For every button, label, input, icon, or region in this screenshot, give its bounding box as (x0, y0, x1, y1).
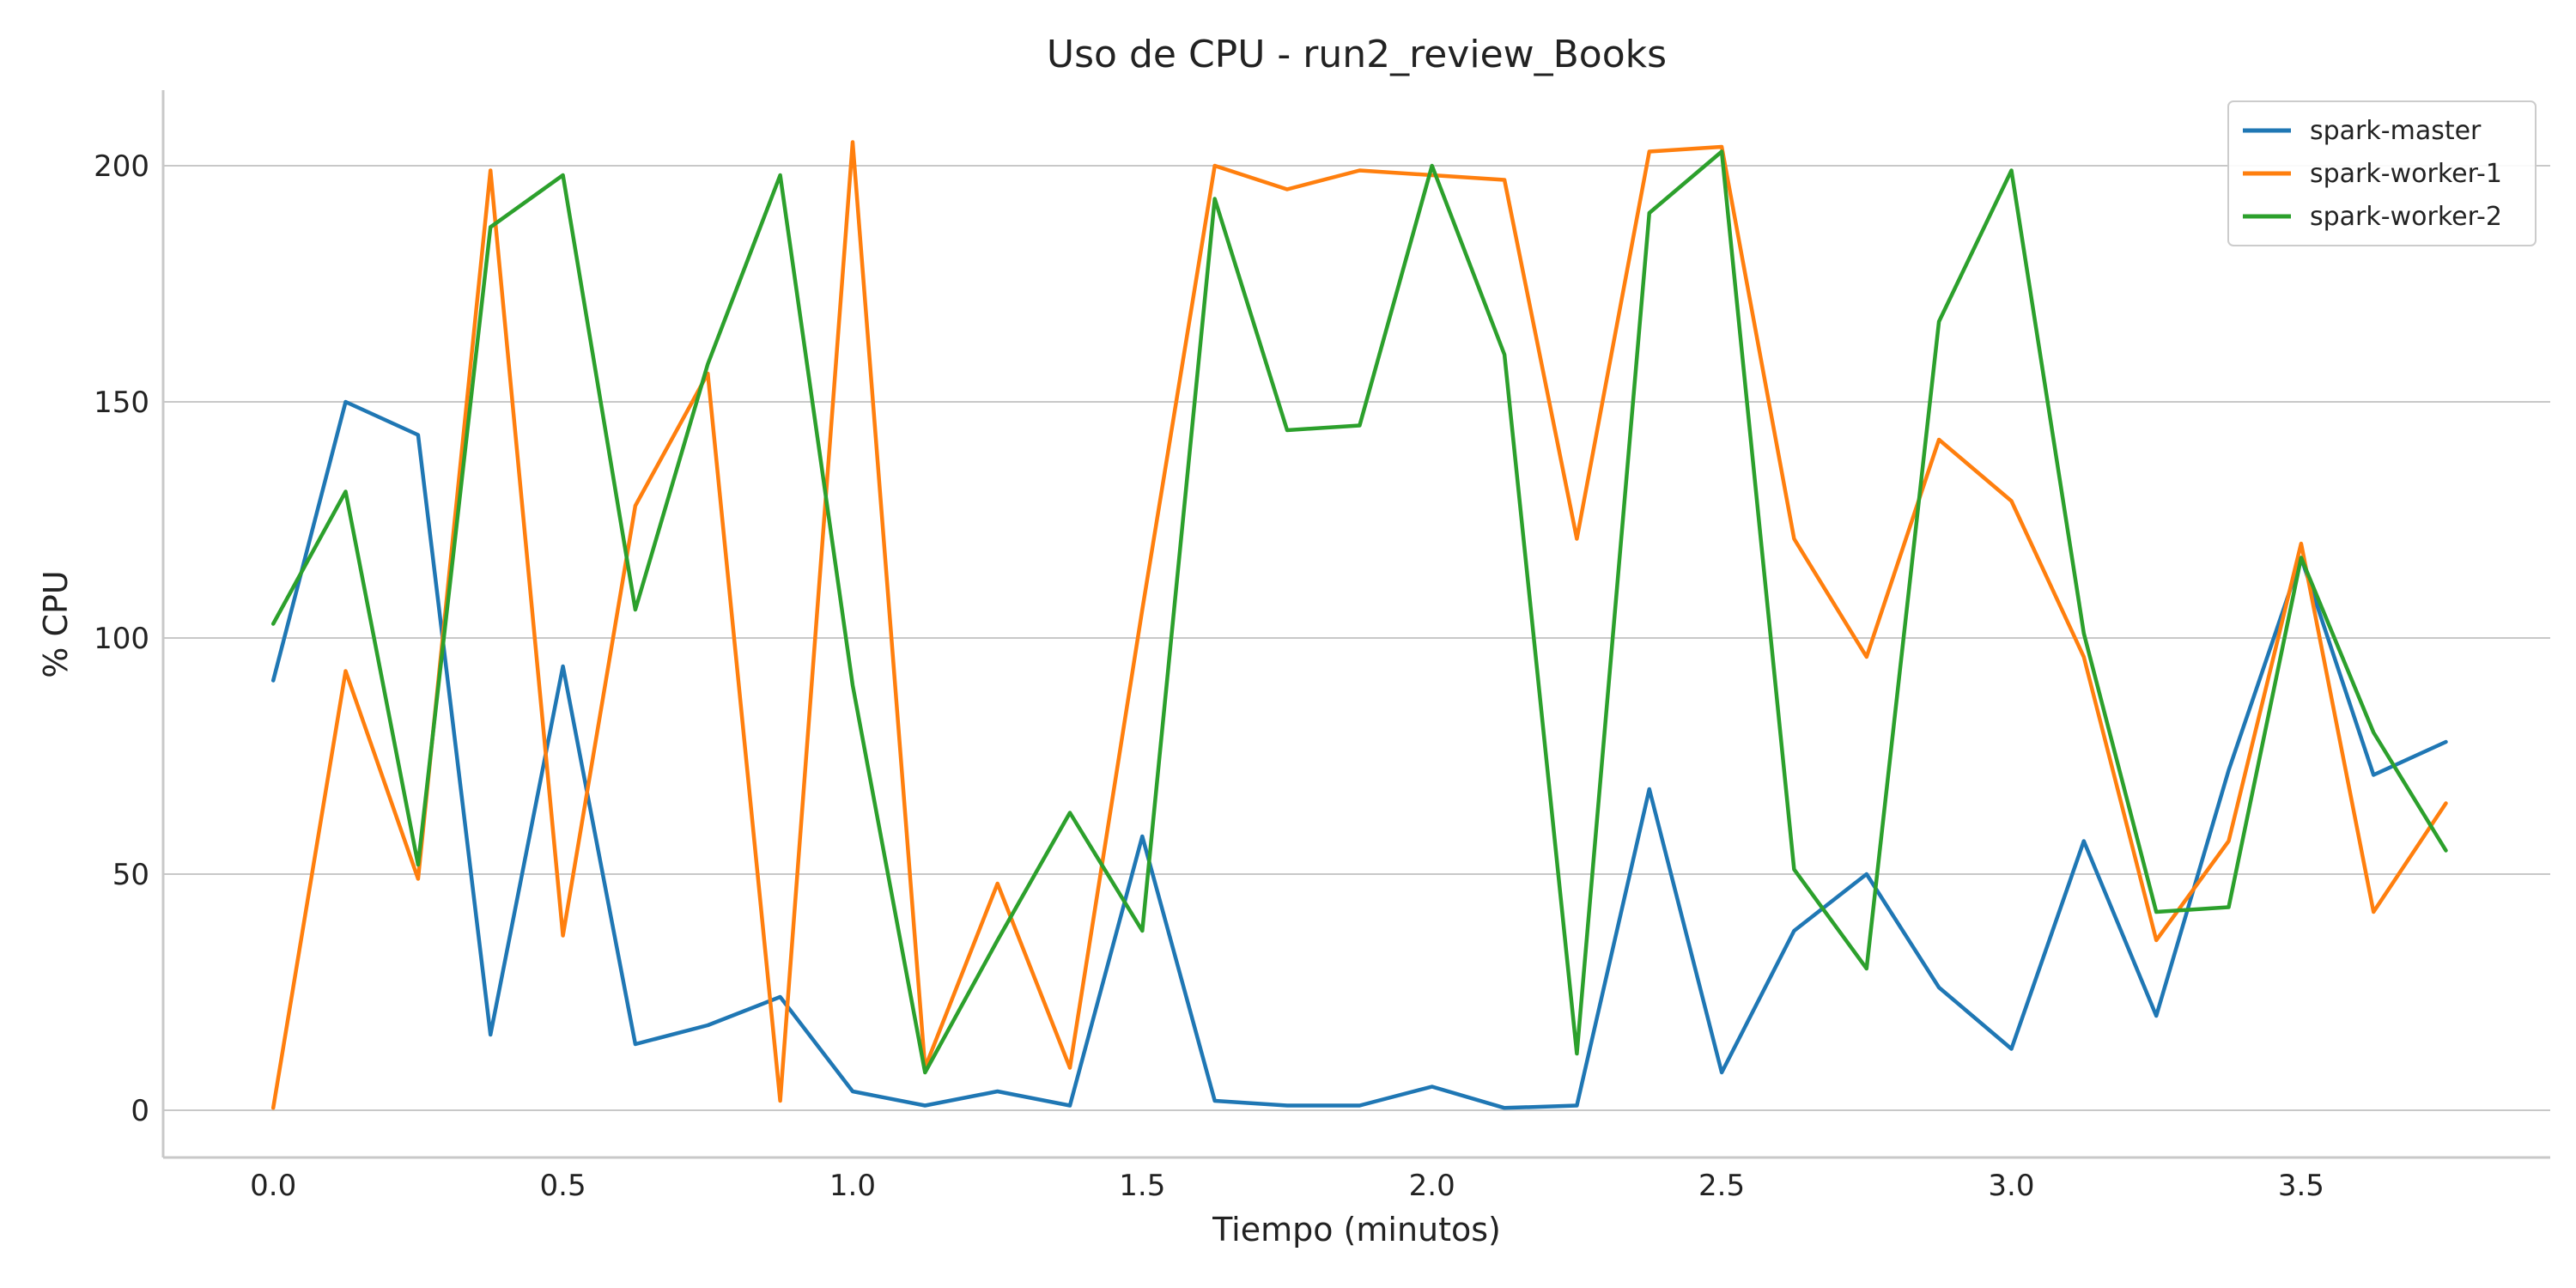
series-layer (270, 140, 2448, 1110)
y-axis-label: % CPU (37, 570, 75, 677)
legend-frame (2227, 100, 2537, 246)
x-tick-label: 3.5 (2278, 1169, 2324, 1203)
y-tick-label: 50 (112, 858, 149, 892)
x-tick-label: 0.0 (250, 1169, 296, 1203)
x-tick-label: 2.5 (1698, 1169, 1745, 1203)
x-tick-label: 0.5 (540, 1169, 586, 1203)
y-ticks: 0 50 100 150 200 (94, 149, 149, 1128)
x-tick-label: 3.0 (1988, 1169, 2034, 1203)
axis-spines (161, 90, 2550, 1159)
x-tick-label: 1.0 (829, 1169, 876, 1203)
x-axis-label: Tiempo (minutos) (1212, 1211, 1501, 1249)
y-tick-label: 100 (94, 622, 149, 656)
legend-items: spark-master spark-worker-1 spark-worker-2 (2243, 116, 2502, 232)
y-tick-label: 200 (94, 149, 149, 184)
y-tick-label: 150 (94, 386, 149, 420)
chart-title: Uso de CPU - run2_review_Books (1047, 33, 1667, 76)
legend: spark-master spark-worker-1 spark-worker-2 (2227, 100, 2537, 246)
y-tick-label: 0 (131, 1094, 149, 1128)
series-line-spark-worker-1 (270, 140, 2448, 1110)
grid-layer (163, 165, 2550, 1111)
series-line-spark-master (270, 399, 2448, 1110)
x-ticks: 0.0 0.5 1.0 1.5 2.0 2.5 3.0 3.5 (250, 1169, 2324, 1203)
legend-label: spark-worker-1 (2310, 159, 2502, 189)
legend-label: spark-worker-2 (2310, 202, 2502, 232)
series-line-spark-worker-2 (270, 149, 2448, 1075)
x-tick-label: 2.0 (1409, 1169, 1455, 1203)
legend-label: spark-master (2310, 116, 2482, 146)
x-tick-label: 1.5 (1119, 1169, 1165, 1203)
